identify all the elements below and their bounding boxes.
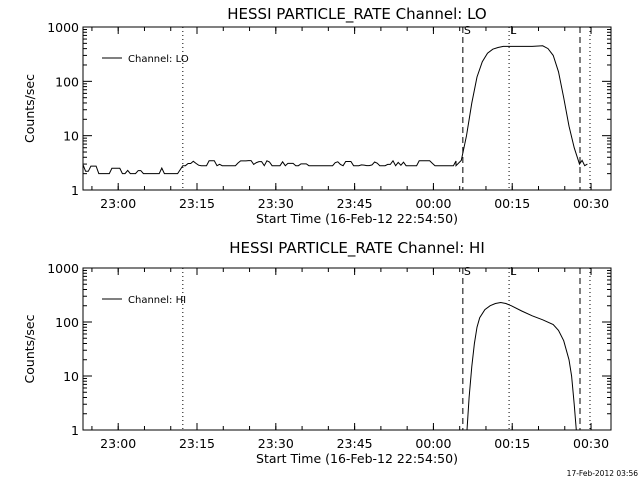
marker-label: S <box>464 265 471 278</box>
x-axis-label: Start Time (16-Feb-12 22:54:50) <box>256 451 458 466</box>
chart-panel-lo: HESSI PARTICLE_RATE Channel: LO 23:00 23:1… <box>22 5 612 226</box>
x-tick-label: 23:30 <box>258 436 294 451</box>
y-tick-label: 1 <box>71 423 79 438</box>
x-tick-label: 00:00 <box>415 196 451 211</box>
y-axis-label: Counts/sec <box>22 314 37 383</box>
x-tick-label: 23:15 <box>179 436 215 451</box>
plot-frame <box>82 26 612 191</box>
y-tick-label: 1 <box>71 183 79 198</box>
y-tick-label: 10 <box>63 129 79 144</box>
chart-title: HESSI PARTICLE_RATE Channel: LO <box>227 5 486 24</box>
plot-frame <box>82 267 612 431</box>
x-tick-label: 23:45 <box>337 196 373 211</box>
y-tick-label: 100 <box>55 74 79 89</box>
y-tick-label: 10 <box>63 369 79 384</box>
x-tick-label: 00:15 <box>494 436 530 451</box>
x-tick-label: 00:30 <box>573 196 609 211</box>
legend-label: Channel: LO <box>128 54 189 65</box>
marker-label: L <box>510 265 517 278</box>
x-tick-label: 23:00 <box>100 436 136 451</box>
x-tick-label: 23:15 <box>179 196 215 211</box>
marker-label: L <box>510 24 517 37</box>
x-tick-label: 00:30 <box>573 436 609 451</box>
x-axis-label: Start Time (16-Feb-12 22:54:50) <box>256 211 458 226</box>
x-tick-label: 23:30 <box>258 196 294 211</box>
x-tick-label: 23:00 <box>100 196 136 211</box>
x-tick-label: 23:45 <box>337 436 373 451</box>
marker-label: S <box>464 24 471 37</box>
series-line <box>466 301 577 431</box>
x-tick-label: 00:15 <box>494 196 530 211</box>
legend-label: Channel: HI <box>128 295 186 306</box>
y-tick-label: 100 <box>55 315 79 330</box>
timestamp-label: 17-Feb-2012 03:56 <box>567 469 639 478</box>
y-axis-label: Counts/sec <box>22 74 37 143</box>
chart-panel-hi: HESSI PARTICLE_RATE Channel: HI 23:00 23:1… <box>22 239 612 466</box>
y-tick-label: 1000 <box>47 261 79 276</box>
y-tick-label: 1000 <box>47 20 79 35</box>
chart-title: HESSI PARTICLE_RATE Channel: HI <box>229 239 485 258</box>
x-tick-label: 00:00 <box>415 436 451 451</box>
series-line <box>82 45 588 175</box>
